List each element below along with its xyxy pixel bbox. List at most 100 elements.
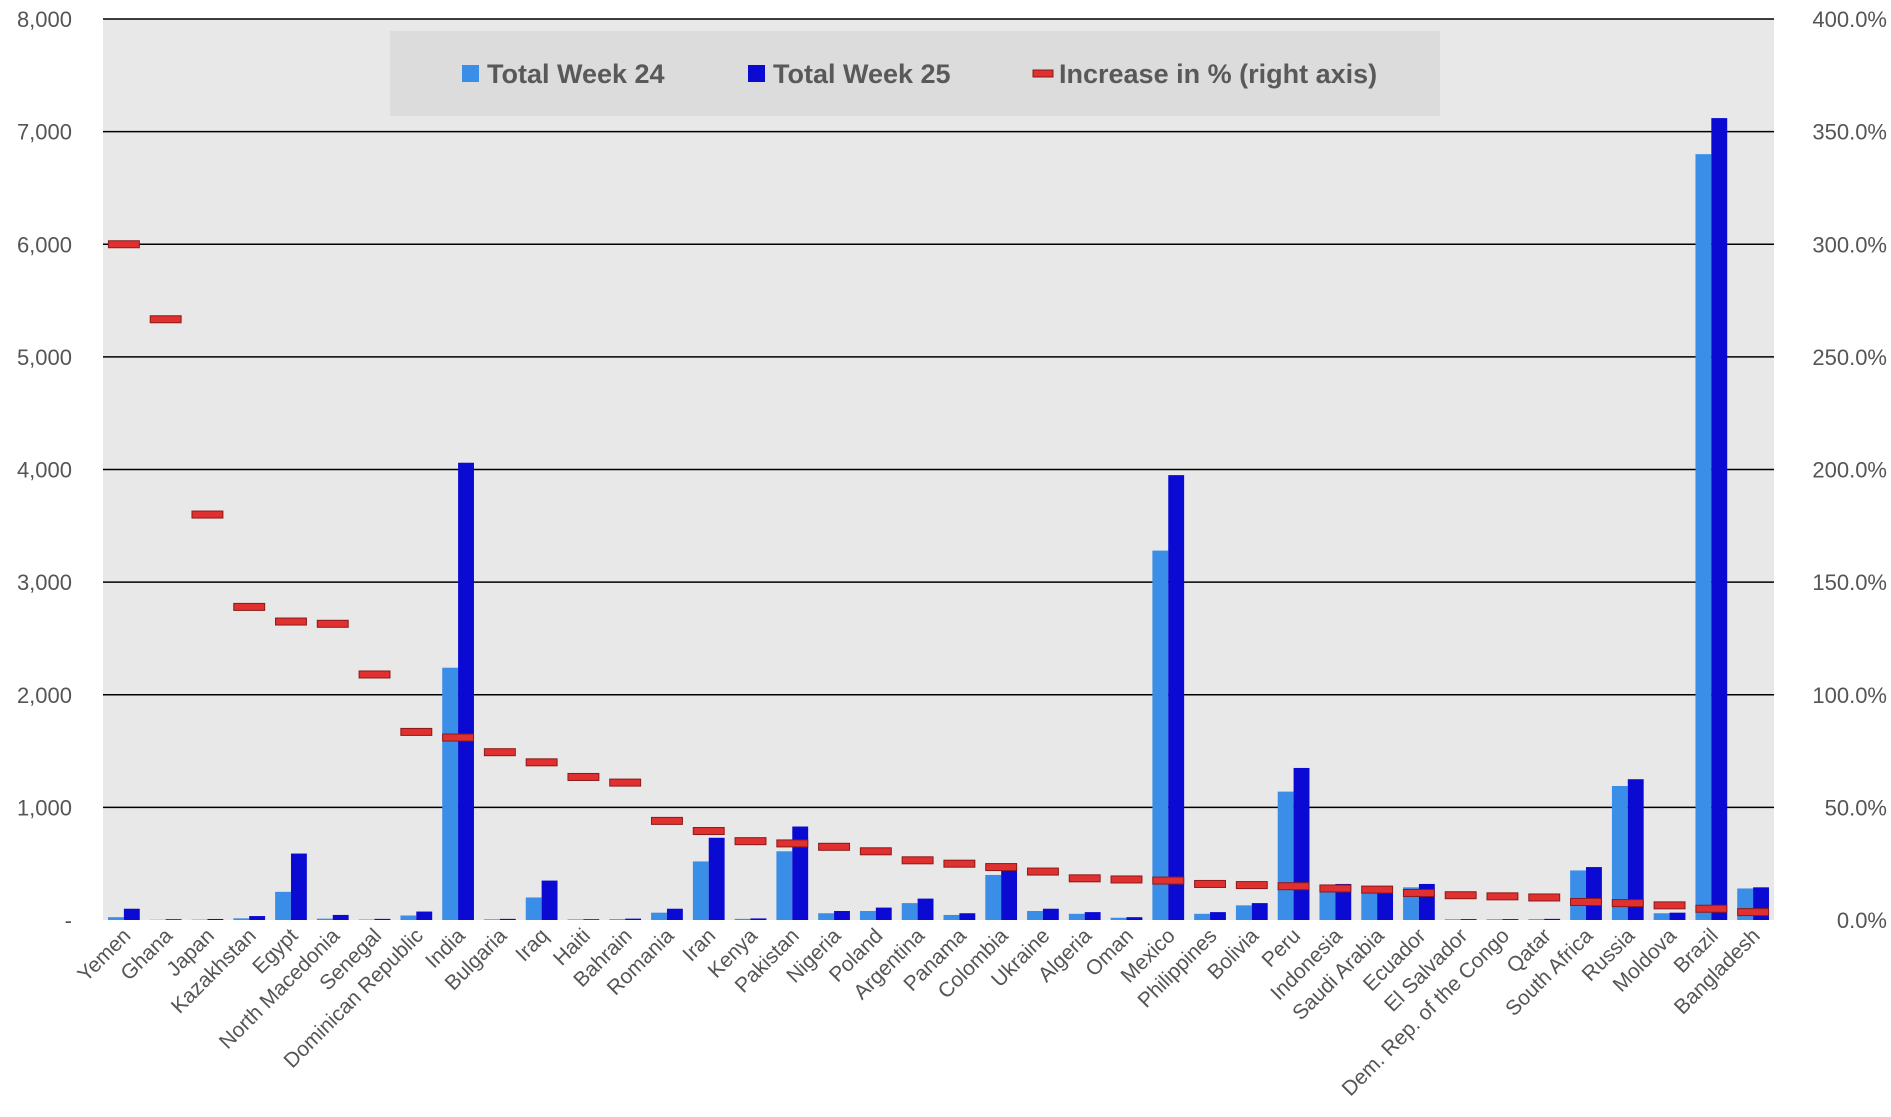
right-tick-label: 200.0% bbox=[1812, 458, 1887, 483]
legend-label-week24: Total Week 24 bbox=[487, 59, 665, 89]
increase-marker bbox=[651, 816, 683, 825]
bar-week24 bbox=[651, 912, 667, 920]
bar-week25 bbox=[249, 916, 266, 920]
legend-label-increase: Increase in % (right axis) bbox=[1059, 59, 1377, 89]
increase-marker bbox=[943, 859, 976, 868]
right-tick-label: 250.0% bbox=[1812, 345, 1887, 370]
right-tick-label: 50.0% bbox=[1825, 795, 1887, 820]
increase-marker bbox=[1402, 888, 1435, 897]
increase-marker bbox=[1486, 892, 1519, 901]
bar-week24 bbox=[943, 914, 960, 920]
bar-week24 bbox=[1570, 870, 1587, 920]
increase-marker bbox=[1653, 901, 1686, 910]
increase-marker bbox=[859, 847, 892, 856]
bar-week25 bbox=[1251, 903, 1268, 920]
bar-week24 bbox=[1444, 919, 1461, 920]
increase-marker bbox=[776, 839, 809, 848]
right-tick-label: 350.0% bbox=[1812, 120, 1887, 145]
bar-week24 bbox=[985, 874, 1002, 920]
bar-week24 bbox=[442, 667, 459, 920]
increase-marker bbox=[1737, 908, 1770, 917]
bar-week24 bbox=[1319, 889, 1336, 920]
bar-week24 bbox=[1235, 905, 1252, 920]
bar-week25 bbox=[1293, 767, 1310, 920]
bar-week25 bbox=[374, 918, 391, 920]
increase-marker bbox=[1152, 876, 1185, 885]
right-tick-label: 100.0% bbox=[1812, 683, 1887, 708]
left-tick-label: 1,000 bbox=[17, 795, 72, 820]
increase-marker bbox=[1068, 874, 1101, 883]
increase-marker bbox=[609, 778, 642, 787]
bar-week24 bbox=[734, 918, 751, 920]
bar-week25 bbox=[123, 908, 140, 920]
bar-week24 bbox=[1110, 917, 1127, 920]
left-tick-label: 3,000 bbox=[17, 570, 72, 595]
legend: Total Week 24 Total Week 25 Increase in … bbox=[390, 31, 1440, 116]
bar-week25 bbox=[1544, 918, 1561, 920]
bar-week25 bbox=[792, 826, 809, 920]
bar-week25 bbox=[1084, 912, 1101, 920]
bar-week25 bbox=[708, 837, 725, 920]
bar-week24 bbox=[692, 861, 709, 920]
bar-week25 bbox=[499, 918, 516, 920]
increase-marker bbox=[525, 758, 558, 767]
increase-marker bbox=[1194, 879, 1226, 888]
bar-week24 bbox=[1653, 913, 1670, 920]
increase-marker bbox=[1444, 891, 1477, 900]
bar-week25 bbox=[875, 907, 892, 920]
bar-week25 bbox=[1168, 475, 1185, 920]
increase-marker bbox=[1110, 875, 1143, 884]
left-tick-label: 7,000 bbox=[17, 120, 72, 145]
increase-marker bbox=[1611, 899, 1644, 908]
bar-week24 bbox=[1528, 919, 1545, 920]
legend-label-week25: Total Week 25 bbox=[773, 59, 951, 89]
increase-marker bbox=[1319, 884, 1352, 893]
increase-markers bbox=[107, 240, 1770, 917]
bar-week24 bbox=[1068, 913, 1085, 920]
bar-week25 bbox=[1377, 887, 1394, 920]
bar-week25 bbox=[750, 918, 767, 920]
increase-marker bbox=[1361, 885, 1394, 894]
right-tick-label: 0.0% bbox=[1837, 908, 1887, 933]
legend-swatch-week25 bbox=[748, 65, 765, 82]
bar-week24 bbox=[525, 897, 542, 920]
bar-week25 bbox=[1669, 912, 1686, 920]
bar-week24 bbox=[316, 918, 333, 920]
bar-week25 bbox=[834, 910, 850, 920]
left-tick-label: 4,000 bbox=[17, 458, 72, 483]
left-tick-label: 6,000 bbox=[17, 232, 72, 257]
increase-marker bbox=[358, 670, 391, 679]
bars bbox=[108, 118, 1769, 921]
bar-week25 bbox=[1335, 883, 1352, 920]
bar-week25 bbox=[458, 462, 474, 920]
increase-marker bbox=[901, 856, 934, 865]
left-tick-label: 8,000 bbox=[17, 7, 72, 32]
bar-week24 bbox=[859, 910, 876, 920]
left-tick-label: 5,000 bbox=[17, 345, 72, 370]
legend-swatch-week24 bbox=[462, 65, 479, 82]
bar-week25 bbox=[165, 919, 182, 920]
increase-marker bbox=[985, 863, 1018, 872]
bar-week25 bbox=[207, 918, 224, 920]
bar-week25 bbox=[917, 898, 934, 920]
bar-week24 bbox=[818, 913, 835, 920]
right-tick-label: 300.0% bbox=[1812, 232, 1887, 257]
legend-box bbox=[390, 31, 1440, 116]
bar-week25 bbox=[1627, 779, 1644, 920]
gridlines bbox=[103, 18, 1774, 809]
increase-marker bbox=[149, 315, 182, 324]
increase-marker bbox=[567, 772, 600, 781]
increase-marker bbox=[107, 240, 140, 249]
bar-week24 bbox=[901, 903, 918, 920]
increase-marker bbox=[1695, 904, 1728, 913]
bar-week25 bbox=[1001, 864, 1018, 920]
bar-week24 bbox=[400, 915, 417, 920]
left-tick-label: 2,000 bbox=[17, 683, 72, 708]
bar-week24 bbox=[1194, 913, 1211, 920]
right-tick-label: 150.0% bbox=[1812, 570, 1887, 595]
bar-week24 bbox=[108, 917, 124, 920]
increase-marker bbox=[316, 619, 349, 628]
bar-week24 bbox=[275, 891, 291, 920]
